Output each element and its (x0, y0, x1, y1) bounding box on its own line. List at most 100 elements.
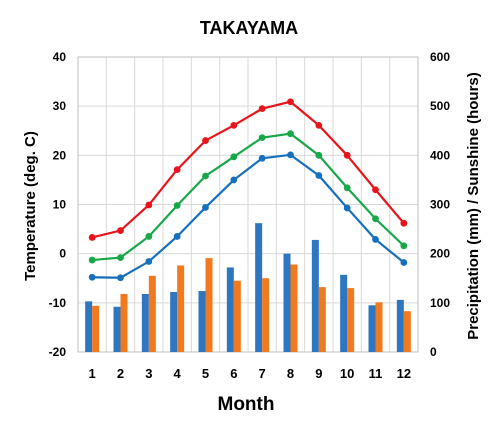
bar-series2-month-11 (375, 302, 383, 352)
bar-series2-month-8 (290, 264, 298, 352)
y-axis-label-right: Precipitation (mm) / Sunshine (hours) (465, 72, 482, 340)
bar-series1-month-7 (255, 223, 263, 352)
y-tick-right: 0 (430, 345, 437, 359)
y-tick-left: -10 (49, 296, 67, 310)
bar-series1-month-4 (170, 292, 178, 352)
bar-series1-month-3 (141, 293, 149, 352)
line-series1-point-month-9 (315, 121, 323, 129)
line-series2-point-month-12 (400, 242, 408, 250)
bar-series1-month-5 (198, 291, 206, 352)
bar-series1-month-1 (85, 301, 93, 352)
bar-series2-month-5 (205, 258, 213, 352)
line-series1-point-month-4 (173, 166, 181, 173)
y-tick-left: 0 (59, 247, 66, 261)
line-series2-point-month-6 (230, 153, 238, 161)
bar-series1-month-2 (113, 306, 121, 352)
bar-series1-month-12 (396, 299, 404, 352)
x-tick-label: 10 (340, 366, 354, 381)
line-layer (88, 98, 408, 282)
line-series3-point-month-4 (173, 233, 181, 240)
line-series3-point-month-6 (230, 176, 238, 184)
line-series3-point-month-1 (88, 273, 96, 281)
line-series-2 (92, 132, 405, 262)
line-series1-point-month-5 (202, 137, 209, 144)
chart-title: TAKAYAMA (200, 18, 298, 38)
bar-layer (85, 223, 411, 352)
y-axis-label-left: Temperature (deg. C) (22, 131, 39, 281)
line-series3-point-month-10 (343, 204, 351, 212)
bar-series1-month-9 (311, 239, 319, 352)
line-series3-point-month-9 (315, 172, 323, 179)
x-tick-label: 9 (315, 366, 322, 381)
x-tick-label: 4 (174, 366, 182, 381)
x-tick-label: 6 (230, 366, 237, 381)
line-series1-point-month-11 (372, 186, 379, 194)
x-tick-label: 12 (397, 366, 411, 381)
line-series2-point-month-8 (287, 130, 294, 138)
x-tick-label: 8 (287, 366, 294, 381)
line-series2-point-month-11 (372, 215, 379, 223)
y-tick-left: 30 (53, 99, 67, 113)
bar-series2-month-7 (262, 278, 270, 352)
line-series3-point-month-5 (202, 204, 209, 211)
line-series2-point-month-7 (258, 134, 266, 142)
line-series2-point-month-9 (315, 151, 323, 159)
x-tick-label: 11 (369, 366, 383, 381)
y-tick-left: 20 (53, 148, 67, 162)
line-series1-point-month-12 (400, 219, 408, 227)
y-tick-right: 500 (430, 99, 450, 113)
line-series1-point-month-3 (145, 201, 153, 209)
bar-series2-month-9 (318, 287, 326, 352)
line-series1-point-month-7 (258, 105, 266, 113)
bar-series2-month-10 (347, 288, 355, 352)
x-axis-label: Month (218, 394, 275, 415)
bar-series2-month-4 (177, 265, 185, 352)
bar-series1-month-10 (340, 274, 348, 352)
bar-series1-month-11 (368, 305, 376, 352)
y-tick-left: 40 (53, 50, 67, 64)
bar-series2-month-3 (148, 275, 156, 352)
x-tick-label: 2 (117, 366, 124, 381)
bar-series1-month-8 (283, 253, 291, 352)
line-series1-point-month-10 (343, 151, 351, 159)
line-series-1 (91, 100, 405, 239)
x-tick-label: 1 (89, 366, 96, 381)
line-series3-point-month-8 (287, 151, 294, 159)
line-series3-point-month-3 (145, 258, 153, 265)
x-tick-label: 5 (202, 366, 209, 381)
y-tick-right: 100 (430, 296, 450, 310)
line-series1-point-month-2 (117, 227, 124, 234)
grid-layer (77, 56, 419, 353)
bar-series2-month-2 (120, 293, 128, 352)
line-series2-point-month-1 (88, 256, 96, 264)
line-series3-point-month-7 (258, 154, 266, 162)
line-series1-point-month-6 (230, 121, 238, 129)
line-series2-point-month-2 (117, 254, 124, 261)
line-series3-point-month-2 (117, 274, 124, 282)
line-series1-point-month-1 (88, 234, 96, 241)
bar-series2-month-12 (403, 311, 411, 352)
bar-series2-month-6 (233, 280, 241, 352)
y-tick-right: 300 (430, 198, 450, 212)
y-tick-right: 400 (430, 148, 450, 162)
plot-border (77, 56, 419, 353)
y-tick-left: 10 (53, 198, 67, 212)
y-tick-right: 200 (430, 247, 450, 261)
y-tick-left: -20 (49, 345, 67, 359)
y-tick-right: 600 (430, 50, 450, 64)
bar-series2-month-1 (92, 305, 100, 352)
line-series2-point-month-10 (343, 184, 351, 192)
line-series2-point-month-4 (173, 202, 181, 209)
x-tick-label: 7 (259, 366, 266, 381)
bar-series1-month-6 (226, 267, 234, 352)
line-series2-point-month-5 (202, 172, 209, 180)
line-series-3 (92, 153, 405, 279)
line-series3-point-month-11 (372, 236, 379, 243)
x-tick-label: 3 (145, 366, 152, 381)
line-series3-point-month-12 (400, 259, 408, 266)
line-series1-point-month-8 (287, 98, 294, 106)
line-series2-point-month-3 (145, 233, 153, 240)
